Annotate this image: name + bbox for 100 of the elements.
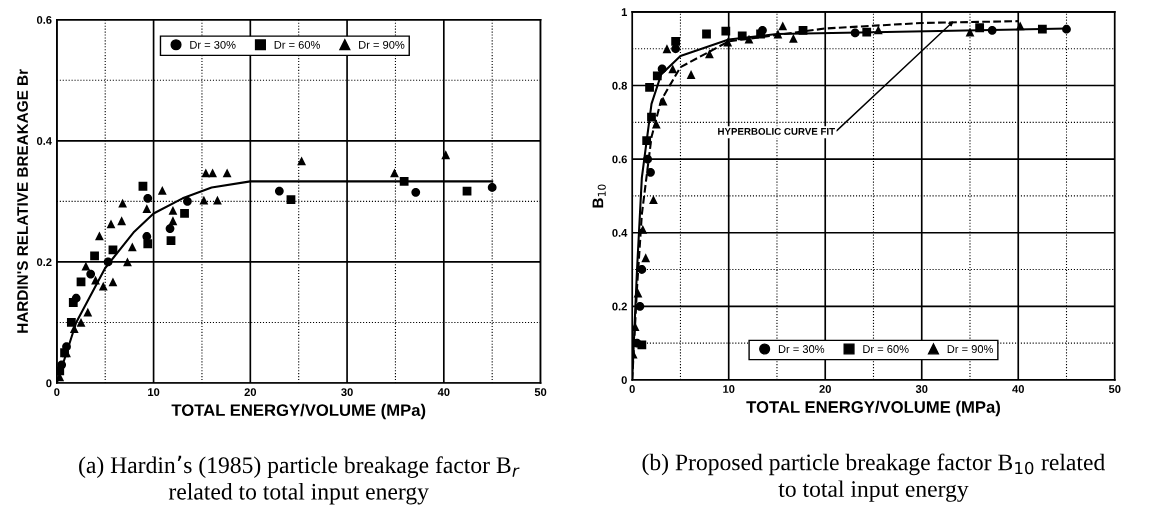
x-axis-title: TOTAL ENERGY/VOLUME (MPa) <box>171 403 426 420</box>
legend-label: Dr = 90% <box>359 40 405 49</box>
point <box>180 209 189 218</box>
point <box>635 301 645 311</box>
y-tick-label: 0 <box>621 376 627 385</box>
point <box>1037 24 1047 34</box>
point <box>637 340 647 350</box>
x-tick-label: 10 <box>148 388 160 397</box>
point <box>671 36 681 46</box>
point <box>647 112 656 122</box>
point <box>143 193 153 203</box>
point <box>705 49 714 59</box>
point <box>108 245 118 255</box>
point <box>95 231 104 241</box>
point <box>165 224 175 234</box>
point <box>756 29 765 39</box>
point <box>98 281 108 291</box>
legend-label: Dr = 30% <box>778 345 825 353</box>
y-tick-label: 0.8 <box>612 81 627 90</box>
legend-label: Dr = 90% <box>947 345 994 353</box>
point <box>142 204 152 214</box>
point <box>90 251 99 261</box>
legend-label: Dr = 30% <box>190 40 236 49</box>
point <box>168 206 178 215</box>
point <box>208 168 217 178</box>
y-tick-label: 0.4 <box>36 137 52 145</box>
point <box>744 34 754 44</box>
y-axis-title: HARDIN'S RELATIVE BREAKAGE Br <box>17 69 28 333</box>
point <box>965 27 975 37</box>
point <box>201 168 211 178</box>
point <box>788 34 798 43</box>
point <box>118 198 128 208</box>
point <box>68 298 78 307</box>
x-tick-label: 30 <box>341 388 353 397</box>
point <box>143 239 153 249</box>
x-axis-title: TOTAL ENERGY/VOLUME (MPa) <box>746 400 1000 417</box>
point <box>645 82 654 92</box>
point <box>646 167 655 177</box>
x-tick-label: 20 <box>244 388 257 397</box>
point <box>86 269 96 279</box>
point <box>975 23 985 33</box>
point <box>641 253 651 263</box>
point <box>662 44 672 54</box>
x-tick-label: 10 <box>723 385 735 393</box>
point <box>652 71 662 81</box>
text: (b) Proposed particle breakage factor B$_{10}$ related to total input energy <box>642 453 1105 502</box>
point <box>643 154 653 164</box>
point <box>987 25 997 35</box>
x-tick-label: 0 <box>629 385 635 393</box>
point <box>123 257 132 267</box>
y-tick-label: 0.2 <box>36 258 52 267</box>
x-tick-label: 50 <box>534 388 547 397</box>
x-tick-label: 40 <box>1012 385 1024 393</box>
point <box>168 216 178 226</box>
x-tick-label: 50 <box>1108 385 1121 393</box>
y-tick-label: 0.4 <box>612 228 628 237</box>
point <box>778 21 788 31</box>
point <box>658 96 668 106</box>
y-axis-title: B$_{10}$ <box>592 184 606 208</box>
point <box>668 64 678 74</box>
point <box>106 219 116 229</box>
legend-label: Dr = 60% <box>863 345 909 353</box>
point <box>723 37 733 47</box>
point <box>138 181 148 191</box>
point <box>850 28 860 38</box>
point <box>649 195 658 204</box>
point <box>81 261 91 271</box>
y-tick-label: 0.6 <box>612 155 627 164</box>
point <box>1015 21 1025 31</box>
point <box>642 136 652 146</box>
point <box>274 186 284 196</box>
point <box>773 29 783 39</box>
point <box>157 186 167 195</box>
x-tick-label: 30 <box>915 385 928 393</box>
point <box>108 277 118 287</box>
y-tick-label: 1 <box>621 8 628 16</box>
point <box>83 307 93 317</box>
point <box>390 168 399 178</box>
point <box>103 257 113 267</box>
x-tick-label: 40 <box>437 388 450 397</box>
point <box>399 177 409 186</box>
point <box>213 195 222 205</box>
point <box>651 119 661 129</box>
x-tick-label: 20 <box>819 385 831 393</box>
y-tick-label: 0.2 <box>612 302 627 311</box>
point <box>222 168 232 178</box>
point <box>721 26 731 36</box>
point <box>183 196 192 206</box>
point <box>127 242 137 252</box>
point <box>862 27 872 37</box>
point <box>1062 24 1071 34</box>
legend-label: Dr = 60% <box>274 40 320 49</box>
point <box>117 216 127 226</box>
point <box>487 183 497 192</box>
point <box>737 31 747 41</box>
annotation: HYPERBOLIC CURVE FIT <box>718 127 835 135</box>
y-tick-label: 0.6 <box>36 15 52 24</box>
point <box>199 195 209 205</box>
point <box>411 187 421 197</box>
point <box>166 236 176 246</box>
